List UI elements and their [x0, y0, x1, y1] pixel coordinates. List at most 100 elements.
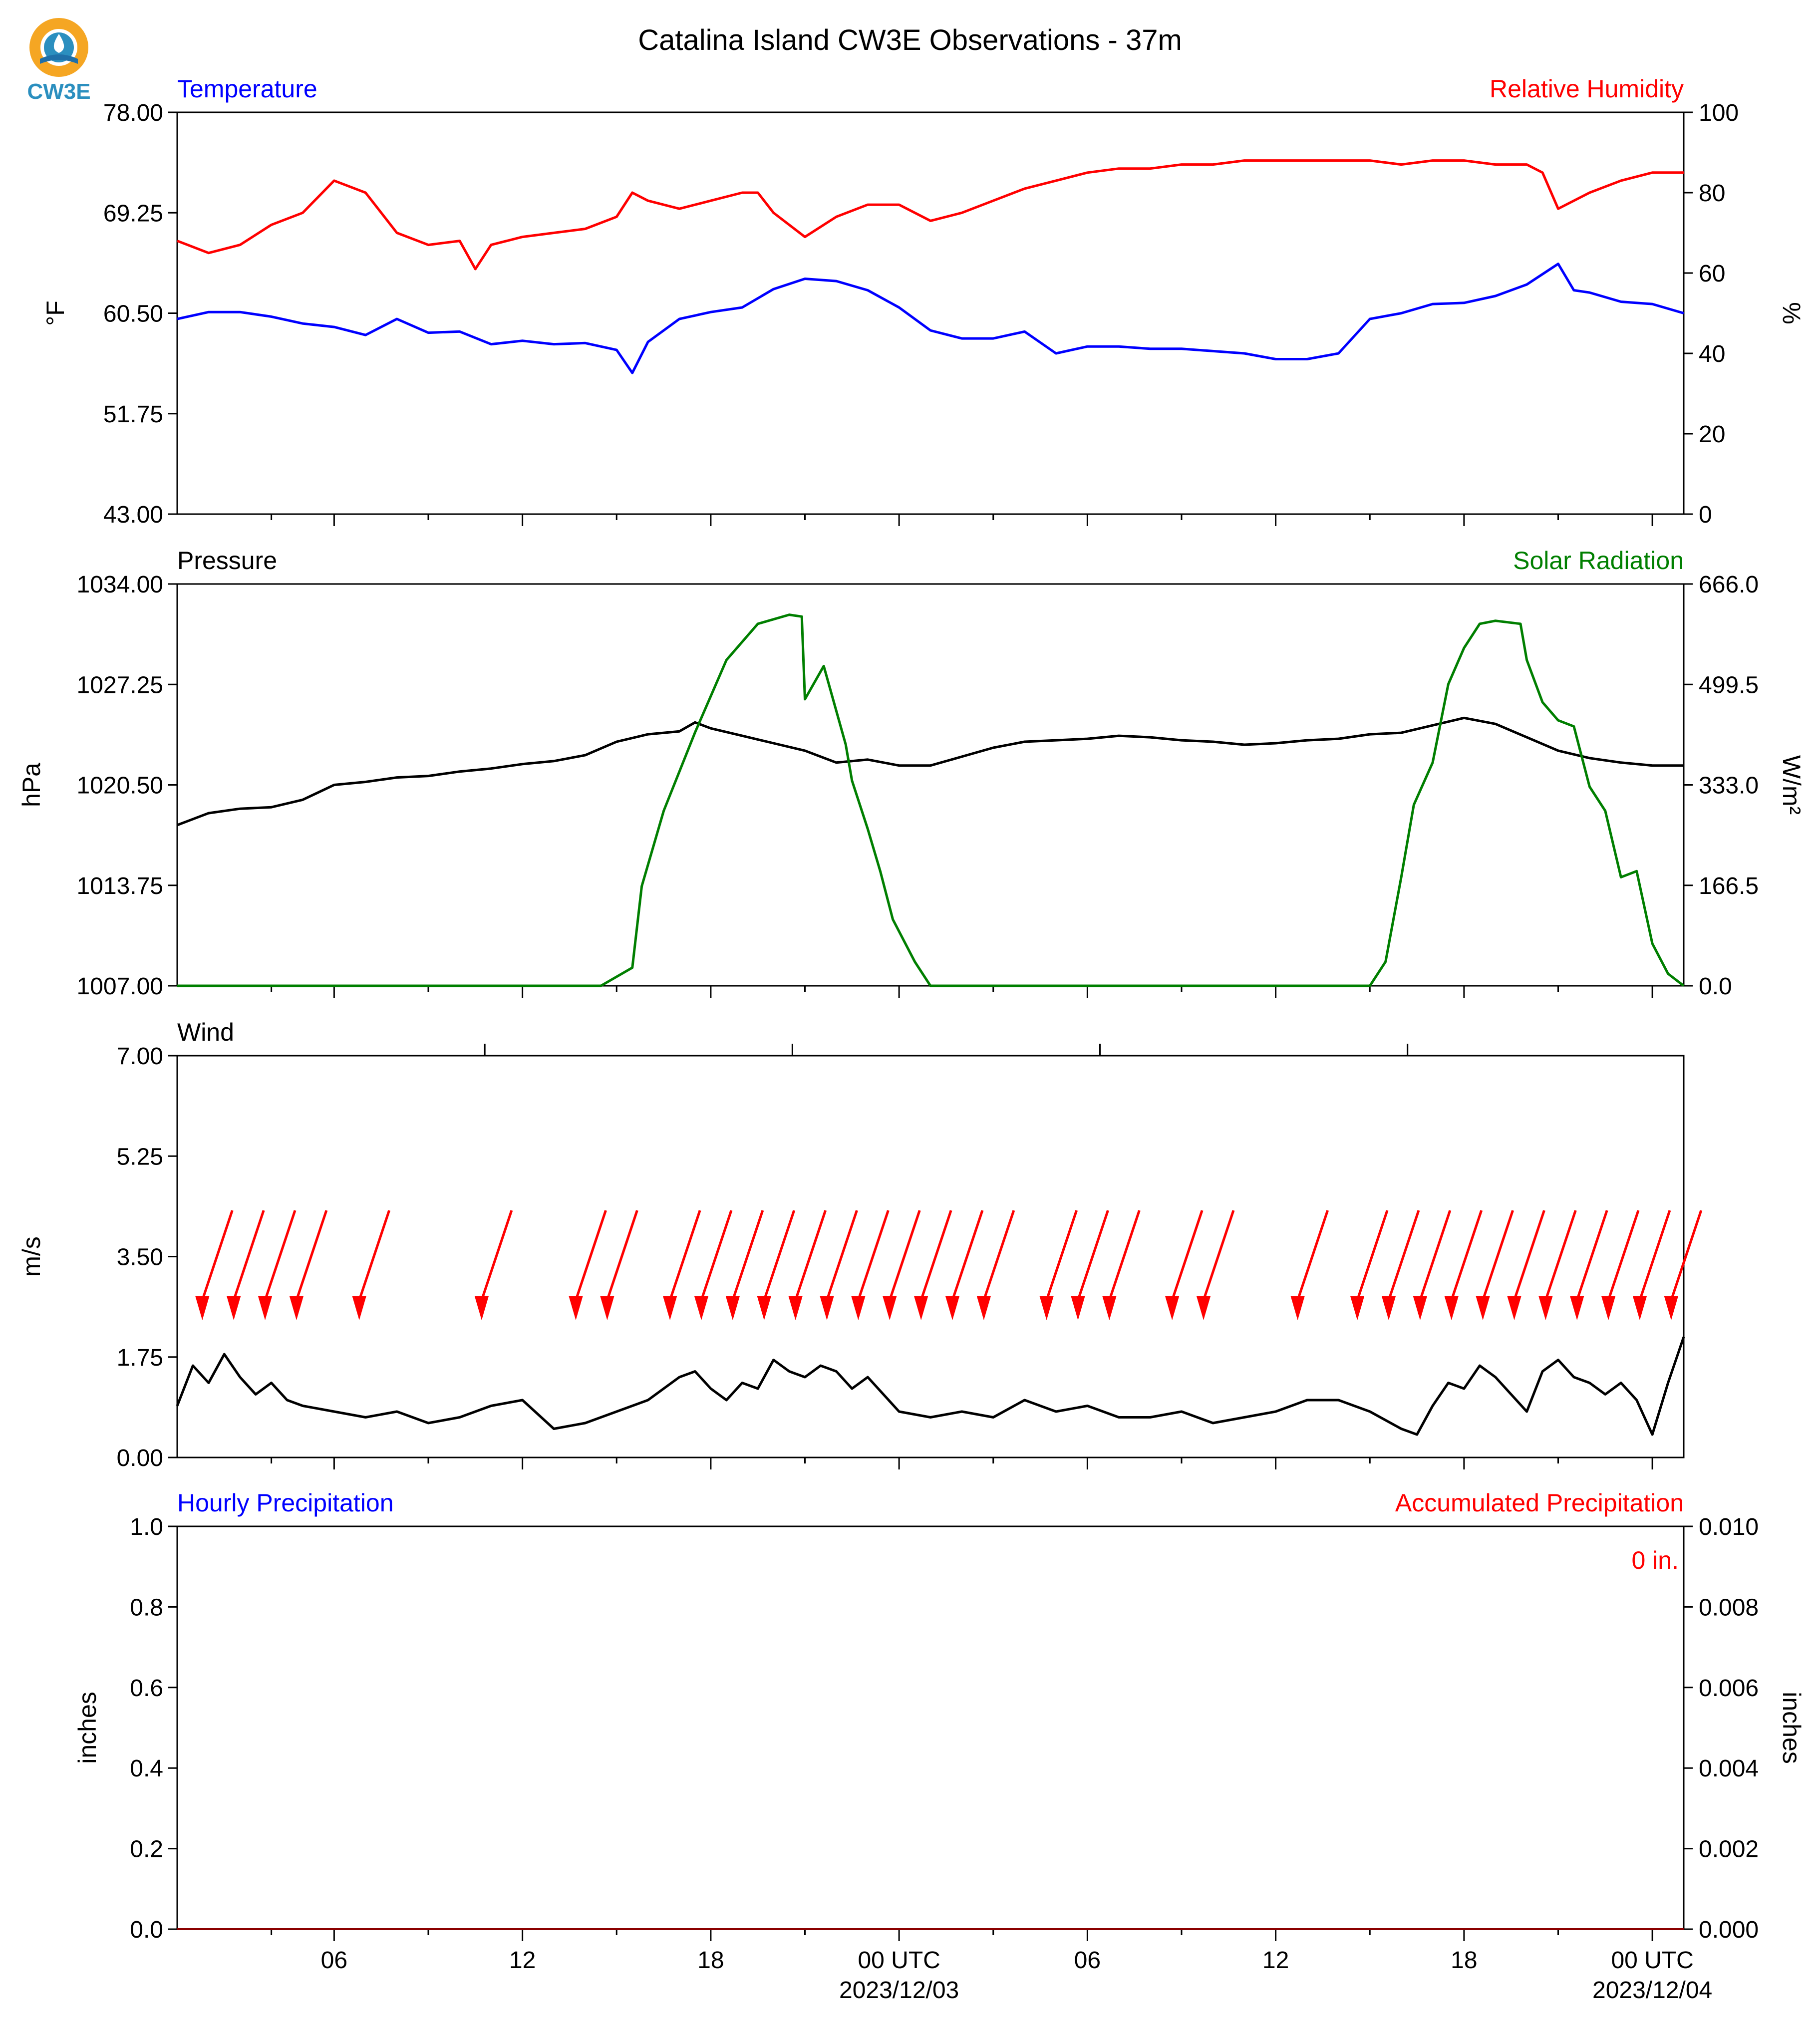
- wind-arrow-head: [757, 1296, 771, 1320]
- accumulated-precip-annotation: 0 in.: [1631, 1546, 1679, 1574]
- y-right-axis-label: inches: [1778, 1692, 1806, 1764]
- wind-arrow: [919, 1210, 952, 1301]
- wind-arrow-head: [1507, 1296, 1521, 1320]
- wind-arrow-head: [195, 1296, 210, 1320]
- wind-arrow-head: [1413, 1296, 1427, 1320]
- wind-arrow-head: [1538, 1296, 1553, 1320]
- y-tick-label: 0.0: [130, 1917, 163, 1943]
- panel-right-title: Relative Humidity: [1490, 75, 1684, 103]
- wind-arrow-head: [976, 1296, 991, 1320]
- wind-arrow-head: [569, 1296, 583, 1320]
- y-right-axis-label: W/m²: [1778, 755, 1806, 815]
- y-right-tick-label: 0.004: [1699, 1755, 1759, 1782]
- y-tick-label: 0.2: [130, 1836, 163, 1863]
- panel-right-title: Solar Radiation: [1513, 547, 1684, 575]
- wind-arrow-head: [1476, 1296, 1490, 1320]
- y-tick-label: 51.75: [103, 401, 163, 428]
- series-line-0: [177, 716, 1684, 827]
- wind-arrow-head: [945, 1296, 960, 1320]
- wind-arrow: [857, 1210, 890, 1301]
- wind-arrow: [232, 1210, 265, 1301]
- wind-arrow-head: [289, 1296, 303, 1320]
- wind-arrow-head: [1102, 1296, 1117, 1320]
- y-tick-label: 0.00: [117, 1445, 163, 1471]
- wind-arrow-head: [694, 1296, 709, 1320]
- wind-arrow-head: [1197, 1296, 1211, 1320]
- wind-arrow: [1045, 1210, 1078, 1301]
- wind-arrow: [1077, 1210, 1109, 1301]
- y-axis-label: inches: [73, 1692, 101, 1764]
- wind-arrow: [1482, 1210, 1514, 1301]
- y-tick-label: 1.0: [130, 1514, 163, 1540]
- wind-arrow: [826, 1210, 858, 1301]
- y-right-tick-label: 60: [1699, 261, 1725, 287]
- wind-arrow: [1387, 1210, 1420, 1301]
- wind-arrow: [731, 1210, 764, 1301]
- chart-title: Catalina Island CW3E Observations - 37m: [638, 24, 1182, 56]
- wind-arrow: [668, 1210, 701, 1301]
- wind-direction-arrows: [195, 1210, 1703, 1320]
- wind-arrow: [982, 1210, 1015, 1301]
- y-tick-label: 1020.50: [76, 773, 163, 799]
- y-right-tick-label: 0.006: [1699, 1675, 1759, 1702]
- logo-text: CW3E: [27, 79, 90, 104]
- wind-arrow: [763, 1210, 796, 1301]
- panel-left-title: Hourly Precipitation: [177, 1489, 394, 1517]
- y-right-tick-label: 100: [1699, 100, 1739, 126]
- y-right-tick-label: 20: [1699, 421, 1725, 448]
- wind-arrow: [1513, 1210, 1545, 1301]
- wind-arrow-head: [227, 1296, 241, 1320]
- y-right-tick-label: 0.000: [1699, 1917, 1759, 1943]
- y-tick-label: 43.00: [103, 502, 163, 528]
- y-right-tick-label: 0.008: [1699, 1594, 1759, 1621]
- x-tick-date-label: 2023/12/03: [839, 1977, 959, 2004]
- y-right-tick-label: 80: [1699, 180, 1725, 207]
- y-tick-label: 1.75: [117, 1345, 163, 1371]
- wind-arrow: [1638, 1210, 1671, 1301]
- y-tick-label: 1034.00: [76, 572, 163, 598]
- wind-arrow-head: [1350, 1296, 1365, 1320]
- panel-left-title: Wind: [177, 1018, 234, 1046]
- wind-arrow: [888, 1210, 921, 1301]
- y-axis-label: hPa: [17, 763, 45, 807]
- panel-wind: Wind 0.00 1.75 3.50 5.25 7.00 m/s: [17, 1018, 1703, 1471]
- wind-arrow: [1544, 1210, 1577, 1301]
- wind-arrow-head: [1444, 1296, 1459, 1320]
- wind-arrow: [1356, 1210, 1389, 1301]
- y-tick-label: 60.50: [103, 301, 163, 327]
- wind-arrow-head: [1039, 1296, 1054, 1320]
- wind-arrow: [264, 1210, 297, 1301]
- wind-arrow-head: [600, 1296, 614, 1320]
- y-tick-label: 1013.75: [76, 873, 163, 899]
- x-tick-label: 12: [1262, 1947, 1289, 1974]
- wind-arrow-head: [663, 1296, 677, 1320]
- wind-arrow: [1202, 1210, 1235, 1301]
- y-right-axis-label: %: [1778, 302, 1806, 324]
- panel-right-title: Accumulated Precipitation: [1395, 1489, 1684, 1517]
- y-tick-label: 78.00: [103, 100, 163, 126]
- wind-arrow-head: [1570, 1296, 1584, 1320]
- wind-arrow: [606, 1210, 638, 1301]
- y-tick-label: 0.8: [130, 1594, 163, 1621]
- panels: Temperature Relative Humidity 43.00 51.75 60…: [17, 75, 1806, 2004]
- y-tick-label: 7.00: [117, 1043, 163, 1070]
- cw3e-logo: CW3E: [27, 18, 91, 104]
- wind-arrow: [1575, 1210, 1608, 1301]
- panel-left-title: Pressure: [177, 547, 277, 575]
- wind-arrow: [358, 1210, 391, 1301]
- y-tick-label: 69.25: [103, 200, 163, 227]
- y-tick-label: 0.6: [130, 1675, 163, 1702]
- x-tick-label: 06: [321, 1947, 347, 1974]
- series-line-0: [177, 263, 1684, 374]
- x-tick-label: 18: [697, 1947, 724, 1974]
- wind-arrow: [1419, 1210, 1452, 1301]
- wind-arrow-head: [474, 1296, 489, 1320]
- wind-arrow: [480, 1210, 513, 1301]
- y-axis-label: m/s: [17, 1236, 45, 1277]
- y-tick-label: 0.4: [130, 1755, 163, 1782]
- wind-arrow-head: [1381, 1296, 1396, 1320]
- y-axis-label: °F: [41, 300, 69, 326]
- wind-arrow-head: [1664, 1296, 1678, 1320]
- series-line-1: [177, 159, 1684, 271]
